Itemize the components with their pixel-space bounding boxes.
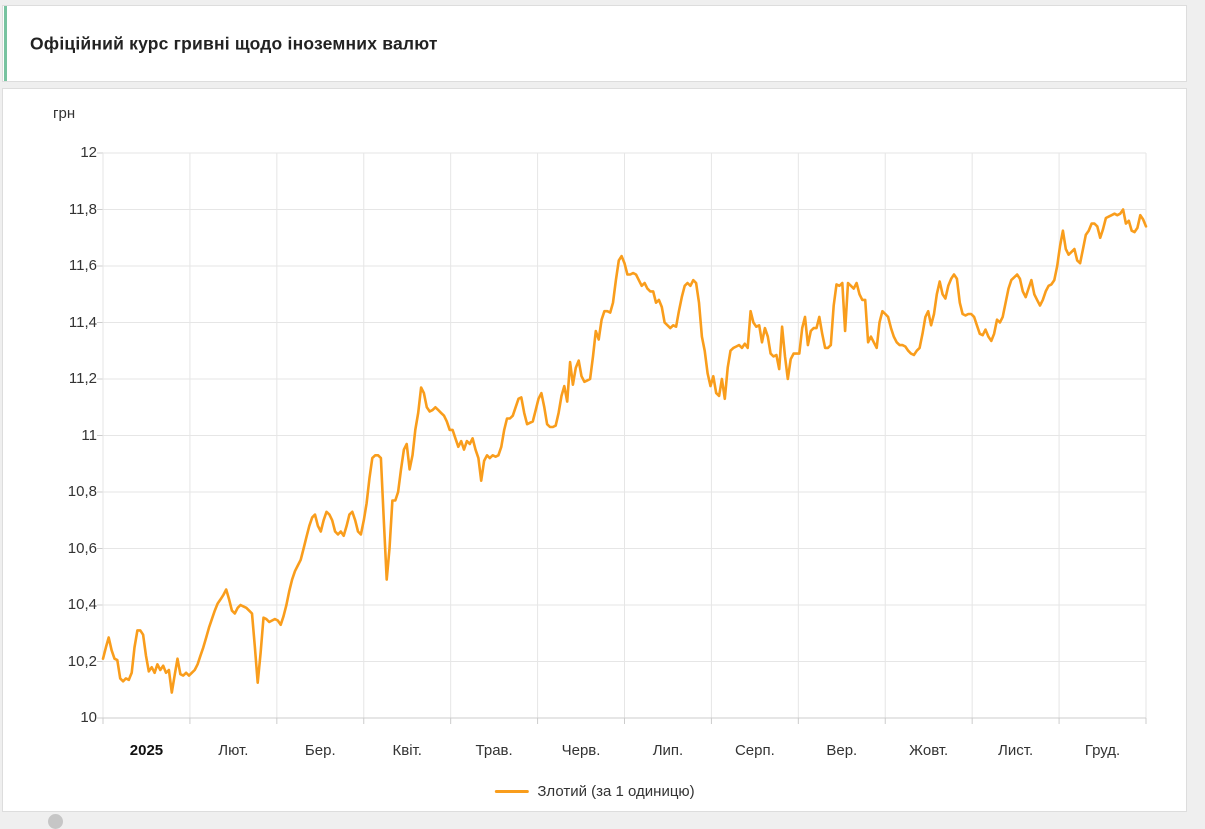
- y-tick-label: 10,2: [67, 652, 97, 670]
- partial-circle-icon: [48, 814, 63, 829]
- x-month-label: Трав.: [475, 742, 513, 759]
- legend-label: Злотий (за 1 одиницю): [537, 783, 695, 800]
- y-tick-label: 10,4: [67, 596, 97, 613]
- y-tick-label: 11,8: [68, 200, 97, 218]
- x-month-label: Серп.: [734, 742, 775, 759]
- x-month-label: Лип.: [652, 742, 684, 759]
- x-month-label: Лют.: [218, 742, 249, 759]
- y-tick-label: 11,4: [68, 313, 97, 331]
- y-tick-label: 10,6: [67, 539, 97, 557]
- chart-svg[interactable]: [3, 89, 1187, 811]
- y-tick-label: 11,2: [68, 370, 97, 387]
- legend-line-swatch: [494, 790, 529, 793]
- x-month-label: Квіт.: [392, 742, 422, 759]
- x-month-label: Груд.: [1084, 742, 1121, 759]
- y-tick-label: 12: [80, 144, 97, 161]
- x-month-label: Вер.: [826, 742, 858, 759]
- x-month-label: Черв.: [561, 742, 601, 759]
- x-month-label: Лист.: [998, 742, 1034, 759]
- header-card: Офіційний курс гривні щодо іноземних вал…: [2, 5, 1187, 82]
- header-accent-bar: [4, 6, 7, 81]
- y-tick-label: 10: [80, 709, 97, 726]
- chart-card: грн 12 11,8 11,6 11,4 11,2 11 10,8 10,6 10,4 10,2…: [2, 88, 1187, 812]
- page-title: Офіційний курс гривні щодо іноземних вал…: [30, 33, 438, 53]
- legend[interactable]: Злотий (за 1 одиницю): [494, 783, 695, 800]
- y-tick-label: 11,6: [68, 257, 97, 274]
- x-month-label: Бер.: [304, 742, 336, 759]
- y-tick-label: 10,8: [67, 483, 97, 500]
- y-axis-unit-label: грн: [53, 105, 76, 122]
- x-month-label: 2025: [129, 742, 164, 759]
- x-month-label: Жовт.: [909, 742, 949, 759]
- y-tick-label: 11: [81, 426, 97, 444]
